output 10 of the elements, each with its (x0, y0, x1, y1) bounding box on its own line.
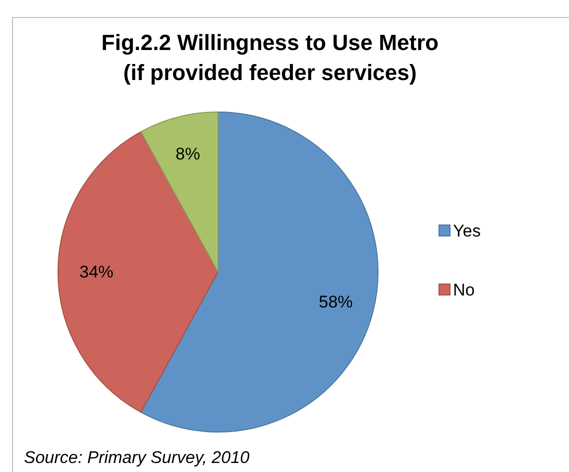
legend-label: No (453, 280, 475, 300)
pie-slice (140, 112, 378, 432)
legend-label: Yes (453, 222, 481, 240)
data-label: 58% (318, 292, 353, 312)
source-note: Source: Primary Survey, 2010 (24, 448, 250, 467)
pie-slice (58, 131, 218, 413)
data-label: 8% (175, 144, 200, 164)
chart-title: Fig.2.2 Willingness to Use Metro (if provided feeder services) (101, 30, 439, 85)
data-label: 34% (79, 262, 114, 282)
pie-slice (140, 112, 218, 272)
